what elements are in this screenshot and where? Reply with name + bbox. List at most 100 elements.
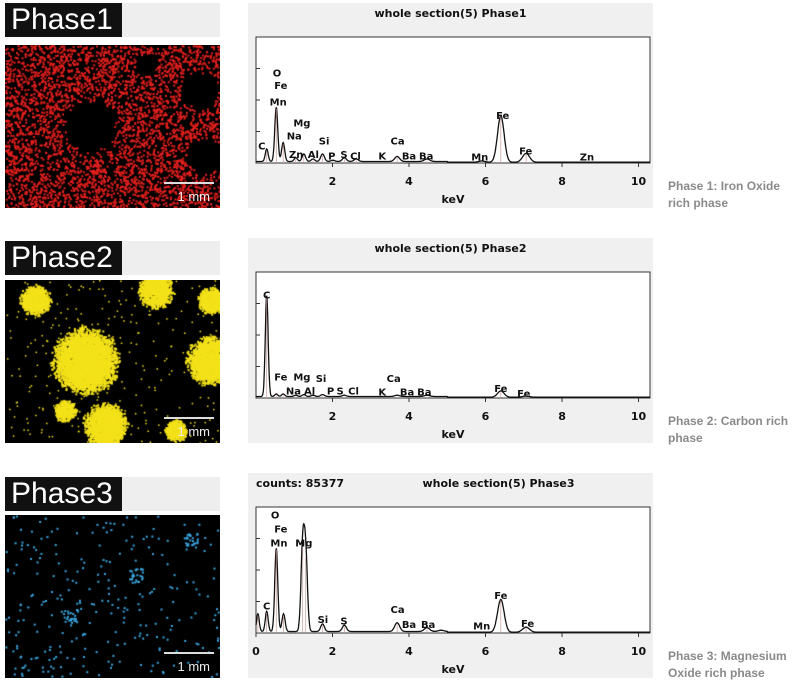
- x-tick-label: 2: [329, 410, 337, 423]
- x-tick-label: 0: [252, 645, 260, 658]
- peak-label-fe: Fe: [517, 389, 530, 400]
- phase3-spectrum-panel: counts: 85377 whole section(5) Phase3 0 2…: [248, 473, 653, 678]
- x-tick-label: 4: [405, 175, 413, 188]
- peak-label-c: C: [263, 291, 270, 302]
- peak-label-fe: Fe: [494, 591, 507, 602]
- plot-area: [255, 271, 651, 399]
- scale-bar: [164, 182, 214, 184]
- peak-label-mn: Mn: [270, 538, 287, 549]
- phase2-caption: Phase 2: Carbon rich phase: [668, 414, 789, 445]
- peak-label-p: P: [327, 386, 334, 397]
- peak-label-ba: Ba: [421, 620, 435, 631]
- x-tick-label: 6: [482, 175, 490, 188]
- spectrum-line: [255, 522, 650, 633]
- plot-area: [255, 36, 651, 164]
- phase3-map-canvas: [5, 515, 220, 678]
- peak-label-o: O: [273, 68, 282, 79]
- phase2-element-map: 1 mm: [5, 280, 220, 443]
- plot-area: [255, 506, 651, 634]
- phase1-spectrum-panel: whole section(5) Phase1 2 4 6 8 10 keV C O Fe Mn M…: [248, 3, 653, 208]
- phase1-map-label: Phase1: [5, 3, 122, 37]
- x-tick-label: 6: [482, 410, 490, 423]
- peak-label-zn: Zn: [580, 153, 594, 164]
- peak-label-fe: Fe: [496, 111, 509, 122]
- peak-label-ba: Ba: [417, 388, 431, 399]
- scale-bar: [164, 417, 214, 419]
- peak-label-mg: Mg: [295, 538, 312, 549]
- peak-label-ca: Ca: [390, 605, 404, 616]
- peak-label-ca: Ca: [387, 374, 401, 385]
- phase3-spectrum-chart: 0 2 4 6 8 10 keV O Fe Mn Mg C Si S Ca Ba Ba Mn Fe Fe: [252, 506, 651, 676]
- peak-label-s: S: [340, 150, 347, 161]
- peak-label-ba: Ba: [400, 388, 414, 399]
- peak-label-c: C: [258, 141, 265, 152]
- peak-label-c: C: [263, 601, 270, 612]
- spectrum-line: [256, 107, 650, 163]
- peak-label-fe: Fe: [521, 619, 534, 630]
- peak-label-al: Al: [308, 150, 319, 161]
- peak-label-si: Si: [319, 136, 330, 147]
- peak-label-al: Al: [304, 386, 315, 397]
- phase2-label-strip: [122, 241, 220, 275]
- phase3-label-strip: [122, 477, 220, 511]
- counts-label: counts: 85377: [256, 477, 345, 490]
- peak-label-fe: Fe: [274, 81, 287, 92]
- phase2-spectrum-chart: 2 4 6 8 10 keV C Fe Mg Si Na Al P S Cl KCa Ba Ba Fe Fe: [255, 271, 651, 441]
- x-tick-label: 6: [482, 645, 490, 658]
- x-tick-label: 10: [631, 645, 647, 658]
- peak-label-k: K: [378, 151, 387, 162]
- peak-label-si: Si: [316, 374, 327, 385]
- peak-label-mn: Mn: [270, 97, 287, 108]
- peak-label-ba: Ba: [419, 151, 433, 162]
- peak-label-fe: Fe: [494, 384, 507, 395]
- peak-label-ba: Ba: [402, 620, 416, 631]
- x-axis-label: keV: [442, 663, 465, 676]
- phase2-map-label: Phase2: [5, 241, 122, 275]
- peak-label-ba: Ba: [402, 151, 416, 162]
- x-tick-label: 8: [558, 410, 566, 423]
- x-tick-label: 4: [405, 410, 413, 423]
- peak-label-s: S: [337, 386, 344, 397]
- x-tick-label: 10: [631, 410, 647, 423]
- scale-label: 1 mm: [177, 659, 211, 674]
- scale-label: 1 mm: [177, 189, 211, 204]
- peak-label-o: O: [271, 511, 280, 522]
- peak-label-k: K: [378, 388, 387, 399]
- peak-label-cl: Cl: [348, 386, 359, 397]
- peak-label-fe: Fe: [274, 524, 287, 535]
- phase1-map-canvas: [5, 45, 220, 208]
- spectrum-line: [256, 295, 650, 398]
- phase3-map-label: Phase3: [5, 477, 122, 511]
- x-tick-label: 2: [329, 175, 337, 188]
- peak-label-p: P: [328, 151, 335, 162]
- peak-label-na: Na: [287, 131, 302, 142]
- peak-label-mn: Mn: [471, 153, 488, 164]
- x-tick-label: 10: [631, 175, 647, 188]
- scale-bar: [164, 652, 214, 654]
- x-axis-label: keV: [442, 193, 465, 206]
- peak-label-fe: Fe: [274, 373, 287, 384]
- phase2-map-canvas: [5, 280, 220, 443]
- x-tick-label: 4: [405, 645, 413, 658]
- peak-label-mg: Mg: [293, 119, 310, 130]
- spectrum-title: whole section(5) Phase2: [374, 242, 527, 255]
- x-tick-label: 8: [558, 645, 566, 658]
- phase1-caption: Phase 1: Iron Oxide rich phase: [668, 179, 781, 210]
- phase1-label-strip: [122, 3, 220, 37]
- x-tick-label: 2: [329, 645, 337, 658]
- peak-label-na: Na: [286, 386, 301, 397]
- peak-label-mg: Mg: [293, 373, 310, 384]
- peak-label-si: Si: [318, 615, 329, 626]
- phase3-element-map: 1 mm: [5, 515, 220, 678]
- peak-label-mn: Mn: [473, 621, 490, 632]
- peak-label-cl: Cl: [350, 151, 361, 162]
- peak-label-s: S: [340, 616, 347, 627]
- peak-label-zn: Zn: [289, 150, 303, 161]
- phase2-spectrum-panel: whole section(5) Phase2 2 4 6 8 10 keV C Fe Mg Si…: [248, 238, 653, 443]
- scale-label: 1 mm: [177, 424, 211, 439]
- x-tick-label: 8: [558, 175, 566, 188]
- phase3-caption: Phase 3: Magnesium Oxide rich phase: [668, 649, 787, 680]
- peak-label-fe: Fe: [519, 146, 532, 157]
- phase1-element-map: 1 mm: [5, 45, 220, 208]
